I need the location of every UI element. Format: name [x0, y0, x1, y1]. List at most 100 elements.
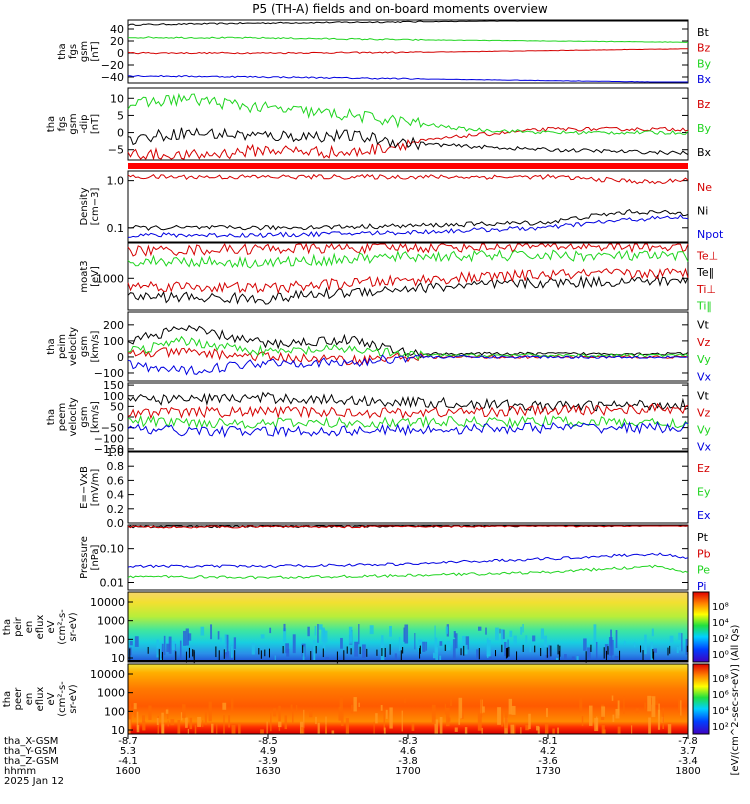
heatmap-gap	[223, 649, 225, 659]
panel-4: 1000 moat3 [eV] Te⊥ Te‖ Ti⊥ Ti‖	[79, 242, 718, 313]
heatmap-cell	[617, 726, 621, 734]
legend-label: Ez	[697, 462, 710, 475]
heatmap-cell	[165, 709, 169, 714]
series-line	[127, 552, 689, 569]
panel-frame	[127, 87, 689, 161]
heatmap-cell	[452, 639, 456, 660]
legend-label: Ne	[697, 181, 712, 194]
heatmap-cell	[581, 715, 584, 726]
heatmap-gap	[258, 648, 260, 655]
y-tick-label: 0.8	[107, 460, 125, 473]
heatmap-cell	[589, 705, 593, 726]
heatmap-cell	[325, 724, 328, 734]
heatmap-cell	[458, 697, 463, 719]
heatmap-cell	[499, 628, 501, 634]
y-axis-label: peem	[57, 403, 68, 431]
heatmap-cell	[251, 642, 255, 655]
y-axis-label: gsm	[79, 406, 90, 427]
heatmap-cell	[587, 647, 591, 662]
heatmap-cell	[445, 707, 450, 727]
heatmap-cell	[495, 627, 499, 641]
panel-2: 10 5 0 −5 tha fgs gsm -dip [nT] Bz By Bx	[46, 87, 712, 161]
heatmap-cell	[520, 727, 522, 734]
heatmap-cell	[208, 701, 212, 722]
heatmap-cell	[283, 628, 287, 643]
heatmap-cell	[383, 710, 386, 731]
y-axis-label: peer	[13, 687, 24, 711]
y-axis-label: Density	[79, 187, 90, 225]
heatmap-cell	[685, 638, 688, 655]
heatmap-cell	[476, 649, 479, 662]
heatmap-cell	[134, 636, 139, 647]
heatmap-cell	[658, 703, 660, 721]
heatmap-gap	[260, 650, 262, 659]
series-line	[127, 173, 689, 185]
y-axis-label: tha	[46, 409, 57, 425]
colorbar-tick-label: 10⁰	[712, 650, 729, 661]
series-line	[127, 20, 688, 26]
heatmap-cell	[194, 725, 197, 734]
x-row-value: 1600	[115, 766, 140, 777]
legend-label: By	[697, 122, 712, 135]
series-line	[127, 92, 689, 135]
heatmap-cell	[322, 629, 326, 651]
y-tick-label: 20	[110, 35, 124, 48]
panel-10: 10000 1000 100 10 tha peer en eflux eV (cm²-s-sr-…	[2, 663, 729, 737]
colorbar-tick-label: 10²	[712, 722, 729, 733]
panel-7: 1.00.80.6 0.40.20.0 E=−VxB [mV/m] Ez Ey Ex	[79, 446, 711, 530]
heatmap-cell	[389, 625, 392, 637]
y-axis-label: eV	[46, 692, 57, 705]
heatmap-cell	[225, 650, 230, 661]
colorbar	[692, 663, 710, 735]
heatmap-cell	[505, 655, 508, 662]
heatmap-cell	[507, 639, 509, 661]
heatmap-cell	[278, 725, 281, 731]
heatmap-cell	[678, 698, 682, 713]
heatmap-cell	[485, 627, 487, 635]
heatmap-cell	[461, 710, 464, 719]
series-line	[127, 274, 689, 305]
heatmap-cell	[182, 704, 186, 718]
heatmap-cell	[369, 625, 374, 635]
y-tick-label: 1.0	[107, 446, 125, 459]
y-tick-label: −50	[101, 422, 124, 435]
y-axis-label: (cm²-s-	[57, 681, 68, 717]
heatmap-gap	[534, 645, 536, 653]
heatmap-cell	[579, 697, 583, 713]
colorbar-tick-label: 10⁴	[712, 618, 729, 629]
y-axis-label: tha	[57, 43, 68, 59]
heatmap-cell	[555, 657, 559, 662]
x-row-value: 4.2	[540, 746, 556, 757]
heatmap-cell	[394, 653, 397, 662]
heatmap-cell	[676, 646, 679, 654]
y-tick-label: −100	[94, 367, 124, 380]
heatmap-cell	[129, 703, 131, 724]
heatmap-cell	[220, 637, 222, 642]
series-line	[127, 421, 689, 438]
heatmap-cell	[303, 709, 305, 729]
y-tick-label: −40	[101, 71, 124, 84]
panel-frame	[127, 591, 689, 663]
heatmap-cell	[545, 655, 550, 662]
heatmap-cell	[435, 647, 439, 662]
y-axis-label: en	[24, 693, 35, 706]
heatmap-cell	[266, 721, 268, 734]
heatmap-cell	[317, 722, 320, 734]
heatmap-cell	[444, 703, 446, 715]
heatmap-cell	[358, 702, 360, 708]
heatmap-cell	[185, 717, 188, 728]
y-tick-label: 40	[110, 23, 124, 36]
heatmap-cell	[680, 700, 682, 716]
heatmap-cell	[631, 725, 633, 734]
series-line	[127, 36, 689, 43]
x-row-value: -8.3	[398, 736, 418, 747]
heatmap-cell	[163, 635, 166, 656]
heatmap-cell	[136, 725, 140, 733]
heatmap-cell	[142, 721, 146, 731]
heatmap-cell	[528, 713, 531, 730]
heatmap-cell	[270, 712, 272, 732]
heatmap-cell	[520, 626, 523, 635]
heatmap-cell	[447, 717, 451, 722]
heatmap-gap	[215, 646, 217, 658]
